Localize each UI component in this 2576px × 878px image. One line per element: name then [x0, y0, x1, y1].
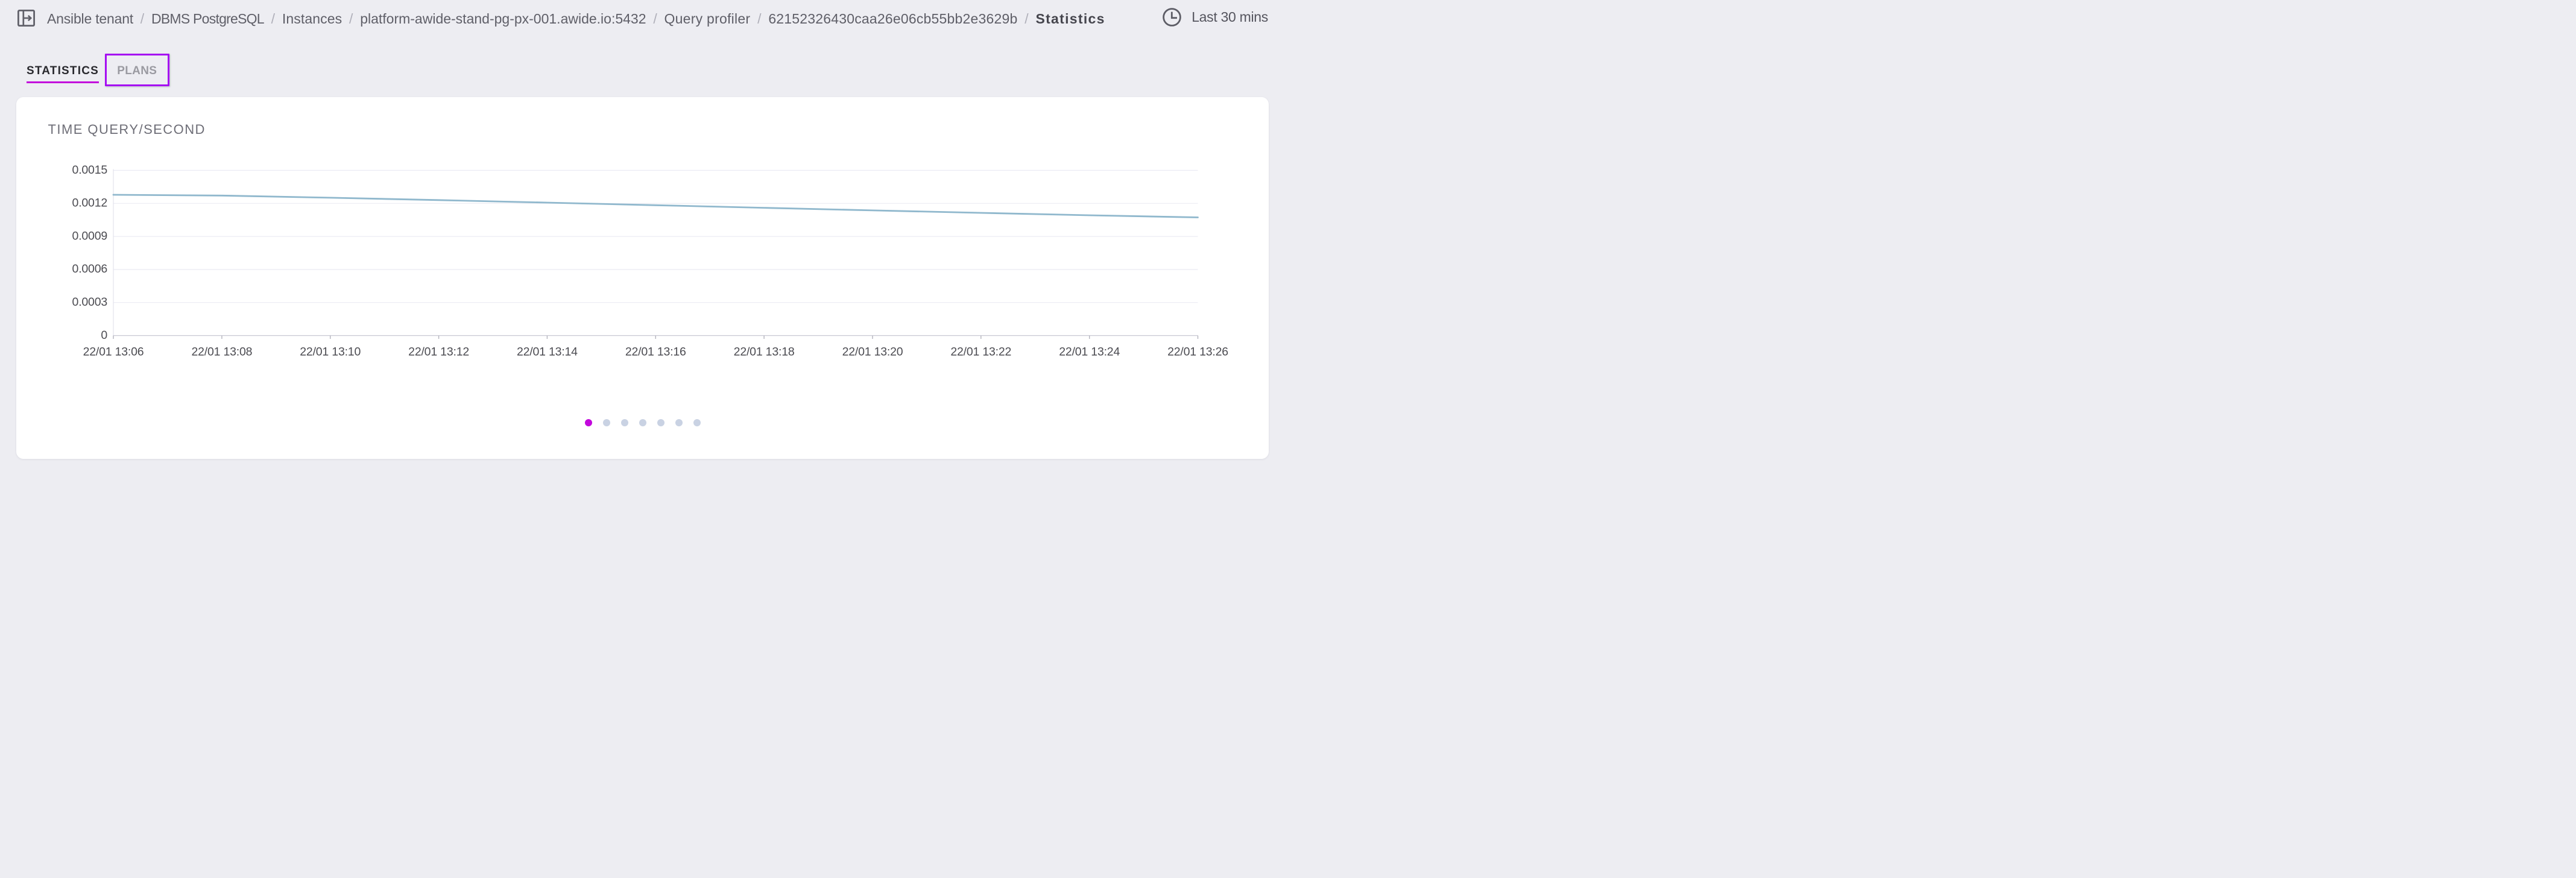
- svg-text:22/01 13:10: 22/01 13:10: [300, 345, 361, 358]
- svg-text:0.0009: 0.0009: [72, 229, 107, 242]
- svg-text:22/01 13:24: 22/01 13:24: [1059, 345, 1120, 358]
- svg-text:22/01 13:12: 22/01 13:12: [408, 345, 469, 358]
- svg-text:22/01 13:06: 22/01 13:06: [83, 345, 144, 358]
- svg-text:0.0012: 0.0012: [72, 197, 107, 210]
- svg-text:0: 0: [101, 329, 107, 342]
- svg-text:0.0015: 0.0015: [72, 163, 108, 177]
- svg-text:22/01 13:20: 22/01 13:20: [842, 345, 903, 358]
- svg-text:0.0003: 0.0003: [72, 295, 107, 309]
- svg-text:22/01 13:16: 22/01 13:16: [625, 345, 686, 358]
- svg-text:22/01 13:26: 22/01 13:26: [1167, 345, 1228, 358]
- svg-text:22/01 13:22: 22/01 13:22: [950, 345, 1011, 358]
- svg-text:0.0006: 0.0006: [72, 262, 107, 276]
- svg-text:22/01 13:08: 22/01 13:08: [191, 345, 252, 358]
- svg-text:22/01 13:18: 22/01 13:18: [734, 345, 795, 358]
- svg-text:22/01 13:14: 22/01 13:14: [517, 345, 578, 358]
